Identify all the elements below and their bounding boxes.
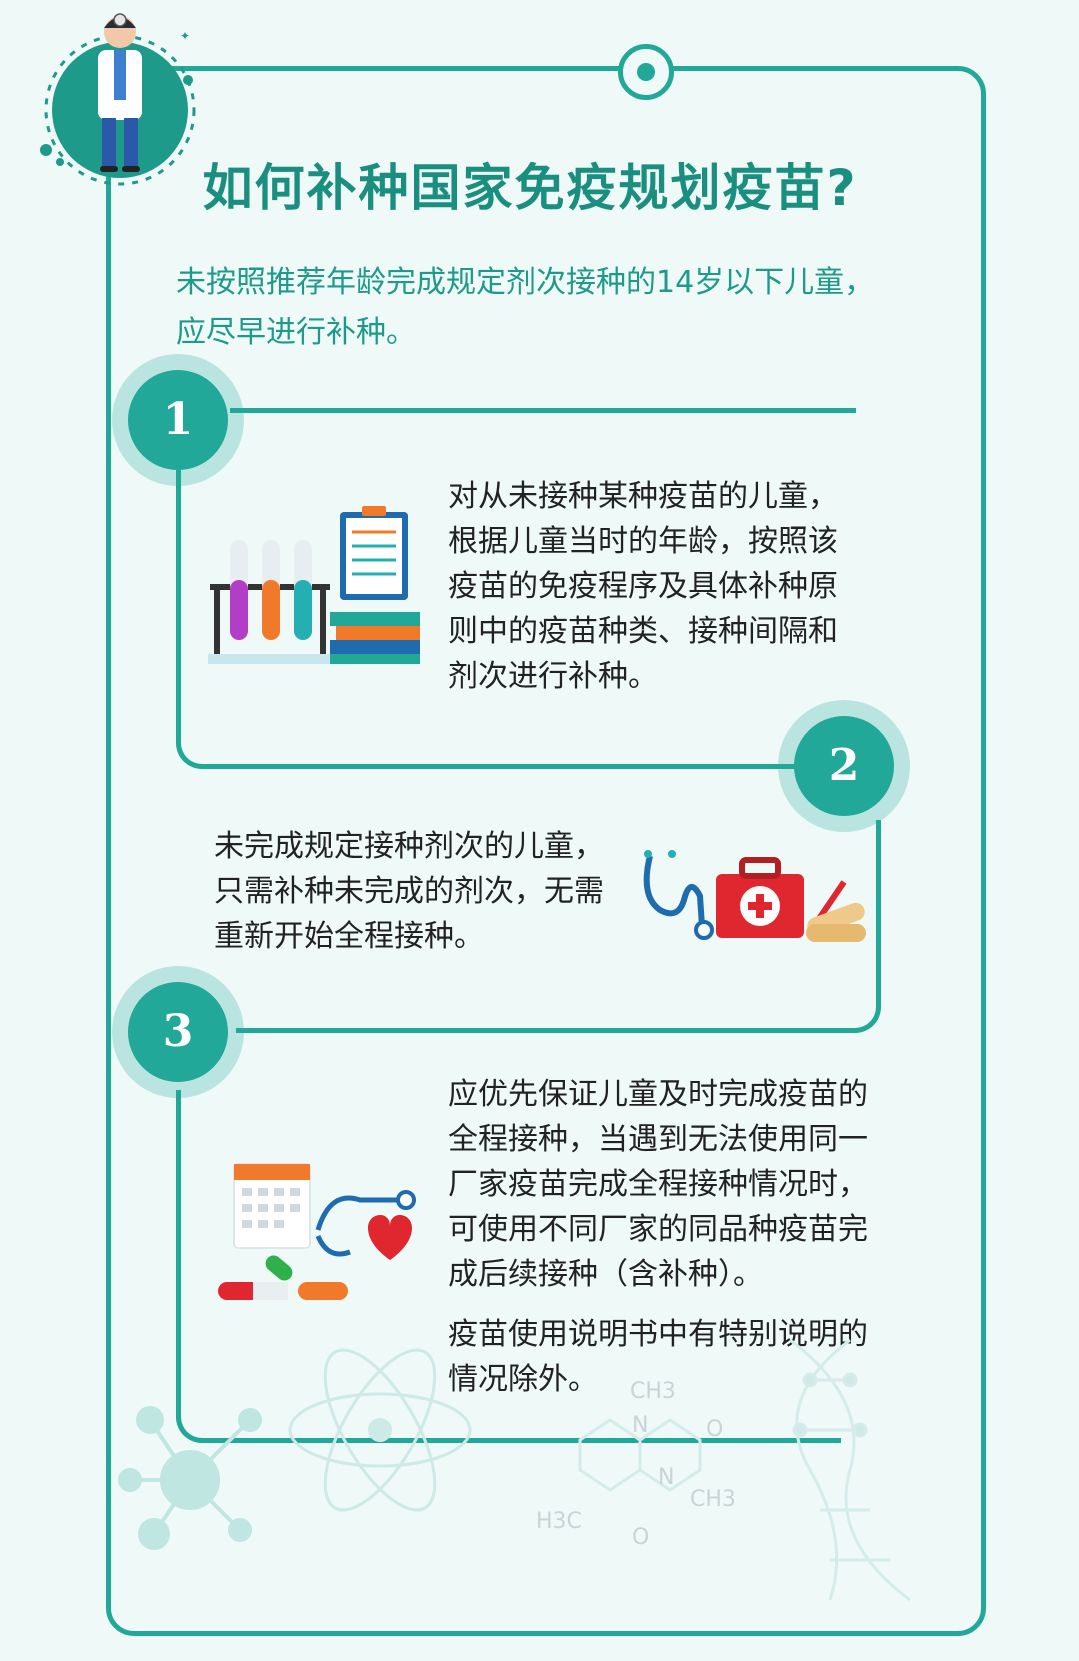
formula-o-a: O [706, 1417, 723, 1442]
svg-text:✦: ✦ [180, 29, 190, 43]
step-number-2: 2 [794, 716, 894, 816]
molecule-decor-icon: CH3 CH3 H3C N N O O [118, 1338, 911, 1602]
step-number-3: 3 [128, 982, 228, 1082]
step1-top-line [230, 408, 856, 413]
step3-left-rail [176, 1090, 841, 1443]
outer-frame [106, 66, 986, 1636]
formula-o-b: O [632, 1525, 649, 1550]
intro-text: 未按照推荐年龄完成规定剂次接种的14岁以下儿童，应尽早进行补种。 [176, 265, 875, 350]
step3-text: 应优先保证儿童及时完成疫苗的全程接种，当遇到无法使用同一厂家疫苗完成全程接种情况… [448, 1077, 868, 1292]
step1-text: 对从未接种某种疫苗的儿童，根据儿童当时的年龄，按照该疫苗的免疫程序及具体补种原则… [448, 479, 838, 694]
frame-knob-icon [618, 44, 674, 100]
test-tubes-clipboard-icon [208, 506, 420, 664]
formula-n-a: N [632, 1413, 648, 1438]
step2-text: 未完成规定接种剂次的儿童，只需补种未完成的剂次，无需重新开始全程接种。 [214, 829, 604, 954]
step-badge-2: 2 [778, 700, 910, 832]
step-badge-1: 1 [112, 354, 244, 486]
first-aid-kit-icon [643, 850, 866, 942]
step1-left-rail [176, 470, 821, 769]
doctor-badge-icon: ✦ ✦ [40, 13, 196, 186]
step-badge-3: 3 [112, 966, 244, 1098]
page-title: 如何补种国家免疫规划疫苗? [202, 159, 858, 217]
formula-n-b: N [658, 1465, 674, 1490]
svg-text:✦: ✦ [60, 78, 72, 94]
calendar-heart-pills-icon [218, 1163, 416, 1300]
step3-note: 疫苗使用说明书中有特别说明的情况除外。 [448, 1317, 868, 1397]
step2-right-rail [236, 820, 881, 1033]
formula-h3c: H3C [536, 1509, 582, 1534]
formula-ch3-b: CH3 [690, 1487, 736, 1512]
step-number-1: 1 [128, 370, 228, 470]
formula-ch3-a: CH3 [630, 1379, 676, 1404]
